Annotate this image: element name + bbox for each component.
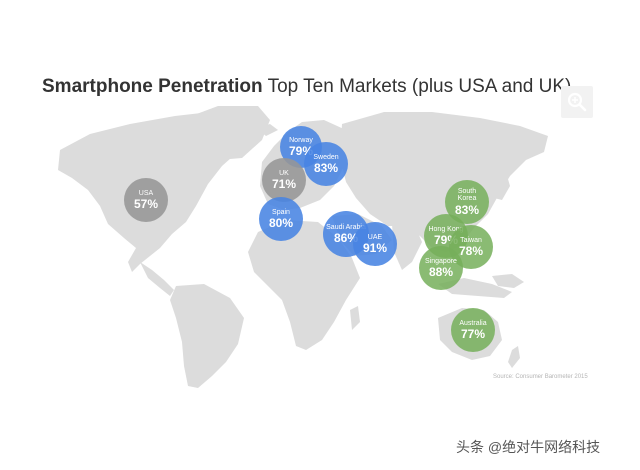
map-title-bold: Smartphone Penetration [42,76,263,97]
bubble-saudi-arabia-value: 86% [333,230,359,245]
central-america-landmass [140,262,174,296]
zoom-button[interactable] [561,86,593,118]
map-title: Smartphone Penetration Top Ten Markets (… [42,76,571,98]
bubble-singapore-value: 88% [428,264,454,279]
japan-landmass [494,172,510,200]
bubble-singapore-name: Singapore [425,257,457,265]
bubble-sweden-value: 83% [313,160,339,175]
bubble-uk[interactable]: UK 71% [262,158,306,202]
madagascar-landmass [350,306,360,330]
zoom-in-icon [567,92,587,112]
bubble-norway-name: Norway [289,136,313,144]
asia-landmass [340,112,548,252]
bubble-saudi-arabia-name: Saudi Arabia [326,223,366,231]
bubble-singapore[interactable]: Singapore 88% [419,246,463,290]
bubble-usa[interactable]: USA 57% [124,178,168,222]
bubble-uae-name: UAE [367,233,383,241]
source-note: Source: Consumer Barometer 2015 [493,374,588,380]
bubble-taiwan-name: Taiwan [460,236,482,244]
map-title-rest: Top Ten Markets (plus USA and UK) [262,76,572,97]
india-landmass [392,224,422,270]
bubble-australia-name: Australia [459,319,487,327]
bubble-spain[interactable]: Spain 80% [259,197,303,241]
bubble-usa-value: 57% [133,196,159,211]
bubble-uae-value: 91% [362,240,388,255]
bubble-spain-name: Spain [272,208,290,216]
bubble-hong-kong-name: Hong Kong [428,225,464,233]
watermark: 头条 @绝对牛网络科技 [456,439,601,455]
bubble-uae[interactable]: UAE 91% [353,222,397,266]
bubble-uk-value: 71% [271,176,297,191]
bubble-usa-name: USA [138,189,154,197]
bubble-uk-name: UK [279,169,289,177]
bubble-australia-value: 77% [460,326,486,341]
bubble-south-korea-name: South Korea [457,187,477,203]
bubble-taiwan-value: 78% [458,243,484,258]
bubble-australia[interactable]: Australia 77% [451,308,495,352]
new-zealand-landmass [508,346,520,368]
bubble-sweden[interactable]: Sweden 83% [304,142,348,186]
bubble-sweden-name: Sweden [313,153,339,161]
bubble-south-korea-value: 83% [454,202,480,217]
south-america-landmass [170,284,244,388]
bubble-spain-value: 80% [268,215,294,230]
iceland-landmass [256,124,278,136]
greenland-landmass [186,106,270,160]
new-guinea-landmass [492,274,524,288]
